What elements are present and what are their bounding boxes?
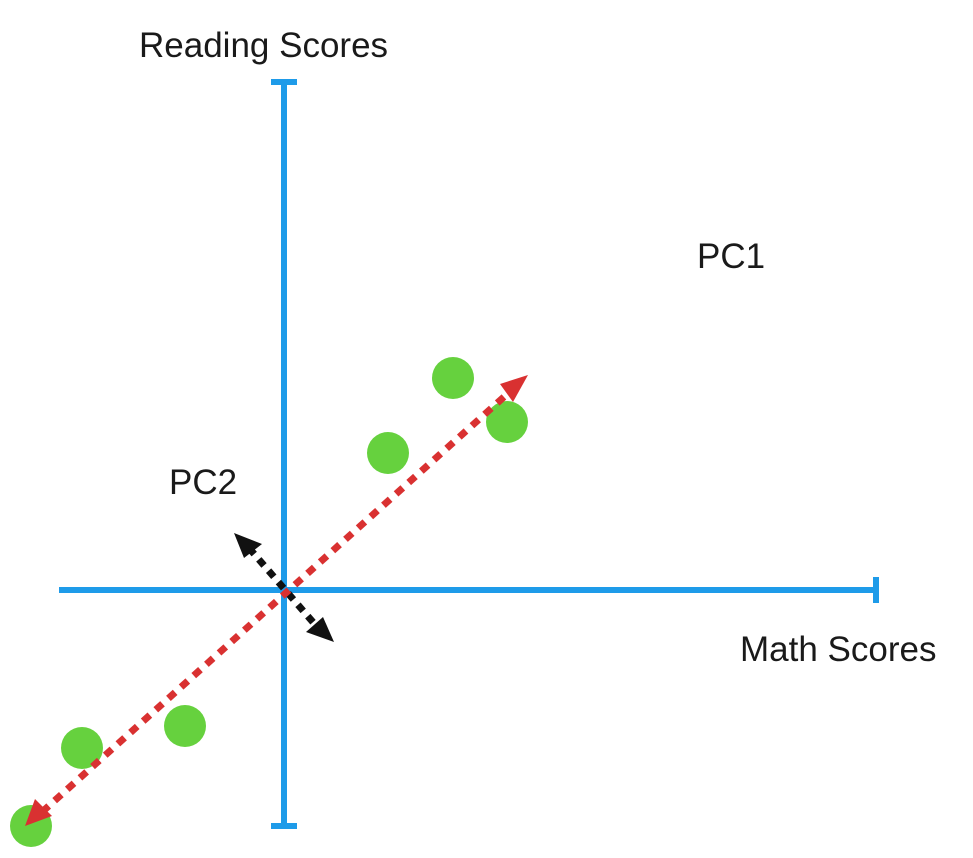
x-axis-label: Math Scores: [740, 630, 937, 669]
pc1-arrowhead-top: [500, 375, 528, 402]
data-points: [10, 357, 528, 847]
pc2-arrowhead-top: [234, 533, 262, 558]
data-point: [164, 705, 206, 747]
pc2-arrowhead-bottom: [306, 617, 334, 642]
pc2-line: [246, 545, 321, 631]
pc1-line: [39, 384, 518, 815]
y-axis-label: Reading Scores: [139, 26, 389, 65]
data-point: [61, 727, 103, 769]
data-point: [367, 432, 409, 474]
data-point: [486, 401, 528, 443]
pc2-label: PC2: [169, 463, 238, 502]
pc1-arrowhead-bottom: [25, 799, 52, 826]
axes: [59, 79, 879, 829]
pc1-arrow: [25, 375, 528, 826]
pc2-arrow: [234, 533, 334, 642]
pc1-label: PC1: [697, 237, 766, 276]
data-point: [432, 357, 474, 399]
